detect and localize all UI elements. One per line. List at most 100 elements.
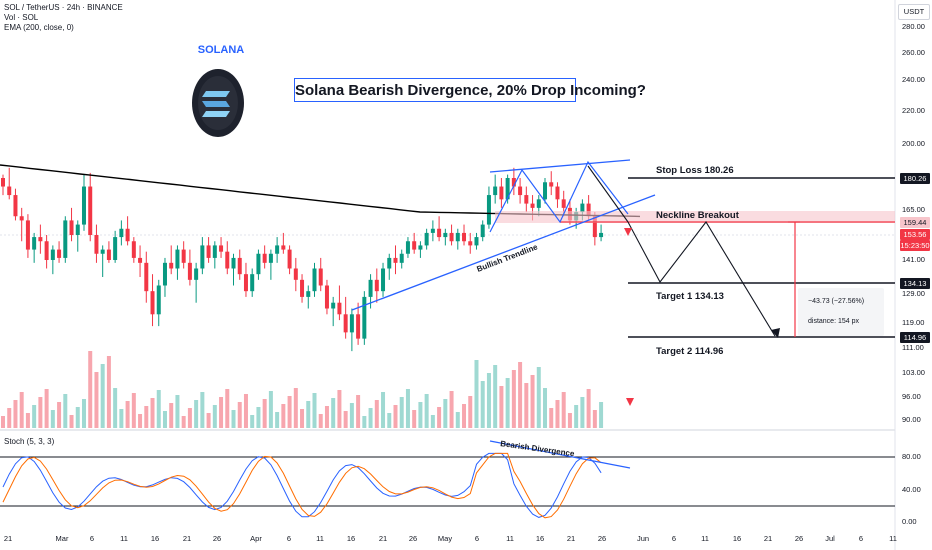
candle-body xyxy=(368,279,373,297)
price-tick-label: 111.00 xyxy=(902,343,924,352)
candle-body xyxy=(206,245,211,258)
candle xyxy=(144,251,149,303)
volume-bar xyxy=(480,381,485,428)
candle-body xyxy=(181,249,186,263)
candle-body xyxy=(362,296,367,339)
candle-body xyxy=(187,262,192,280)
candle-body xyxy=(225,251,230,269)
target1-label: Target 1 134.13 xyxy=(656,291,724,302)
measure-distance: distance: 154 px xyxy=(808,318,859,325)
candle-body xyxy=(462,232,467,242)
candle xyxy=(343,296,348,339)
candle xyxy=(349,308,354,352)
candle xyxy=(374,268,379,303)
volume-bar xyxy=(50,410,55,428)
volume-arrow-icon xyxy=(626,398,634,406)
candle xyxy=(555,182,560,208)
candle xyxy=(599,224,604,242)
price-tick-label: 200.00 xyxy=(902,139,925,148)
candle-body xyxy=(113,237,118,260)
price-badge: 153.56 xyxy=(900,228,930,240)
candle xyxy=(337,285,342,321)
candle xyxy=(106,241,111,263)
candle xyxy=(156,279,161,327)
volume-bar xyxy=(580,397,585,428)
candle xyxy=(412,232,417,254)
candle-body xyxy=(44,241,49,260)
candle xyxy=(256,249,261,280)
candle-body xyxy=(524,195,529,204)
candle-body xyxy=(262,253,267,263)
bullish-trendline xyxy=(351,194,656,311)
volume-bar xyxy=(437,407,442,428)
candle xyxy=(131,237,136,263)
volume-bar xyxy=(212,405,217,428)
volume-bar xyxy=(250,415,255,428)
candle xyxy=(57,241,62,263)
candle xyxy=(231,253,236,286)
stop-loss-label: Stop Loss 180.26 xyxy=(656,165,734,176)
volume-bar xyxy=(430,415,435,428)
candle-body xyxy=(300,279,305,297)
volume-bar xyxy=(449,391,454,428)
candle xyxy=(318,257,323,292)
time-tick-label: Jun xyxy=(636,534,650,543)
volume-bar xyxy=(243,394,248,428)
upper-trendline xyxy=(489,159,631,173)
volume-bar xyxy=(499,386,504,428)
candle xyxy=(243,262,248,297)
candle xyxy=(424,228,429,250)
candle xyxy=(88,172,93,242)
candle-body xyxy=(281,245,286,250)
price-tick-label: 220.00 xyxy=(902,106,925,115)
arrow-head-icon xyxy=(771,328,780,338)
volume-bar xyxy=(374,400,379,428)
volume-bar xyxy=(181,416,186,428)
volume-bar xyxy=(387,413,392,428)
candle xyxy=(430,220,435,242)
time-tick-label: 26 xyxy=(597,534,607,543)
candle-body xyxy=(399,253,404,263)
volume-bar xyxy=(306,401,311,428)
candle-body xyxy=(474,237,479,246)
candle xyxy=(543,178,548,204)
volume-bar xyxy=(455,412,460,428)
divergence-line xyxy=(489,440,631,469)
time-tick-label: 21 xyxy=(3,534,13,543)
price-tick-label: 129.00 xyxy=(902,289,925,298)
time-tick-label: 21 xyxy=(182,534,192,543)
candle-body xyxy=(268,253,273,263)
candle-body xyxy=(212,245,217,258)
candle-body xyxy=(599,232,604,238)
candle xyxy=(119,220,124,246)
candle-body xyxy=(13,195,18,217)
candle-body xyxy=(318,268,323,286)
candle xyxy=(13,188,18,221)
volume-bar xyxy=(169,403,174,428)
volume-bar xyxy=(13,400,18,428)
candle xyxy=(237,249,242,280)
time-tick-label: 21 xyxy=(378,534,388,543)
candle xyxy=(405,237,410,258)
candle xyxy=(125,216,130,246)
volume-bar xyxy=(524,383,529,428)
volume-bar xyxy=(38,397,43,428)
candle-body xyxy=(549,182,554,187)
candle xyxy=(212,241,217,269)
currency-button[interactable]: USDT xyxy=(898,4,930,20)
time-tick-label: 6 xyxy=(671,534,677,543)
candle-body xyxy=(63,220,68,258)
candle xyxy=(306,285,311,309)
candle-body xyxy=(156,285,161,315)
candle-body xyxy=(250,274,255,292)
volume-bar xyxy=(543,388,548,428)
volume-bar xyxy=(206,413,211,428)
candle xyxy=(75,220,80,252)
volume-bar xyxy=(7,408,12,428)
candle xyxy=(399,249,404,269)
volume-bar xyxy=(268,391,273,428)
grid xyxy=(0,0,896,550)
volume-bar xyxy=(1,416,5,428)
time-tick-label: May xyxy=(437,534,453,543)
